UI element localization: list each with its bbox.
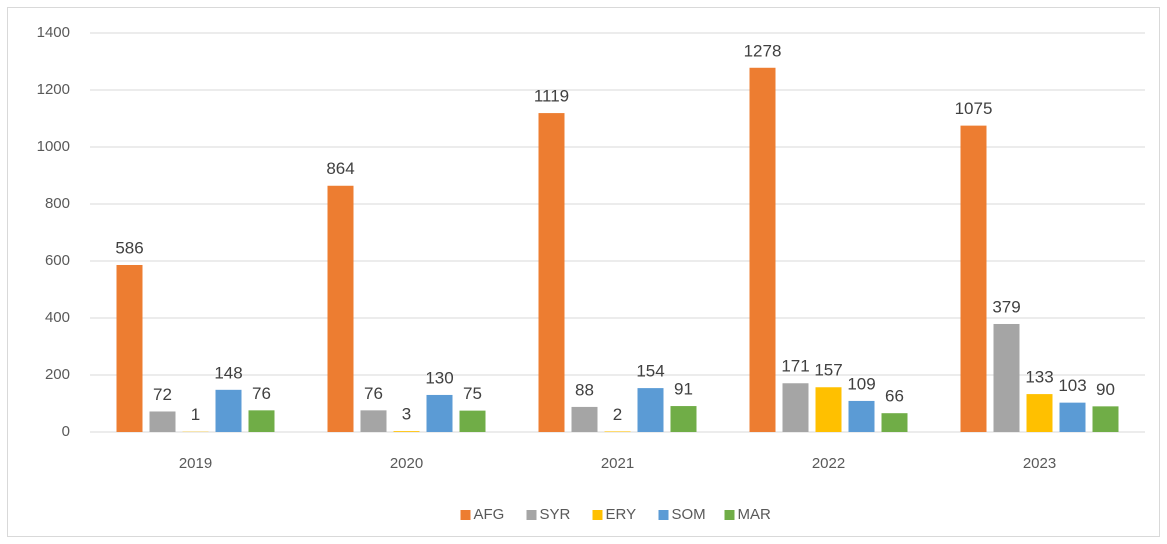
data-label: 586 [115, 238, 143, 257]
legend-label: ERY [606, 506, 637, 523]
bar [393, 431, 420, 432]
data-label: 1119 [534, 87, 569, 106]
data-label: 864 [326, 159, 354, 178]
legend-marker [658, 510, 669, 520]
data-label: 171 [781, 357, 809, 376]
data-label: 3 [402, 405, 411, 424]
bar [327, 185, 354, 432]
x-tick-label: 2023 [1023, 455, 1056, 472]
y-tick-label: 1200 [37, 81, 70, 98]
y-tick-label: 400 [45, 309, 70, 326]
data-label: 157 [814, 361, 842, 380]
legend-marker [724, 510, 735, 520]
x-tick-label: 2020 [390, 455, 423, 472]
data-label: 90 [1096, 380, 1115, 399]
legend-label: SOM [672, 506, 706, 523]
bar [459, 410, 486, 432]
legend-marker [592, 510, 603, 520]
legend-label: AFG [474, 506, 505, 523]
bar [782, 383, 809, 432]
y-tick-label: 600 [45, 252, 70, 269]
data-label: 72 [153, 385, 172, 404]
y-tick-label: 200 [45, 366, 70, 383]
data-label: 76 [364, 384, 383, 403]
bar [848, 400, 875, 432]
y-tick-label: 1000 [37, 138, 70, 155]
bar [993, 323, 1020, 432]
bar [960, 125, 987, 432]
data-label: 379 [992, 297, 1020, 316]
x-tick-label: 2021 [601, 455, 634, 472]
data-label: 88 [575, 380, 594, 399]
bar [426, 394, 453, 432]
bar [815, 387, 842, 432]
data-label: 109 [847, 374, 875, 393]
x-tick-label: 2022 [812, 455, 845, 472]
data-label: 130 [425, 368, 453, 387]
data-label: 2 [613, 405, 622, 424]
bar [604, 431, 631, 432]
bar [1092, 406, 1119, 432]
bar [215, 389, 242, 432]
data-label: 1278 [744, 41, 782, 60]
bar [749, 67, 776, 433]
bar [670, 406, 697, 432]
data-label: 66 [885, 387, 904, 406]
bar [360, 410, 387, 432]
legend-label: SYR [540, 506, 571, 523]
data-label: 76 [252, 384, 271, 403]
x-tick-label: 2019 [179, 455, 212, 472]
legend-marker [526, 510, 537, 520]
y-tick-label: 800 [45, 195, 70, 212]
data-label: 148 [214, 363, 242, 382]
bar [637, 388, 664, 432]
data-label: 91 [674, 380, 693, 399]
y-tick-label: 0 [62, 423, 70, 440]
bar [1059, 402, 1086, 432]
legend-marker [460, 510, 471, 520]
bar [149, 411, 176, 432]
data-label: 133 [1025, 368, 1053, 387]
bar [881, 413, 908, 432]
data-label: 103 [1058, 376, 1086, 395]
data-label: 75 [463, 384, 482, 403]
bar [248, 410, 275, 432]
data-label: 1075 [955, 99, 993, 118]
data-label: 154 [636, 362, 664, 381]
bar [571, 406, 598, 432]
bar [116, 264, 143, 432]
legend-label: MAR [738, 506, 772, 523]
data-label: 1 [191, 405, 200, 424]
bar [1026, 394, 1053, 432]
y-tick-label: 1400 [37, 24, 70, 41]
bar [538, 113, 565, 433]
